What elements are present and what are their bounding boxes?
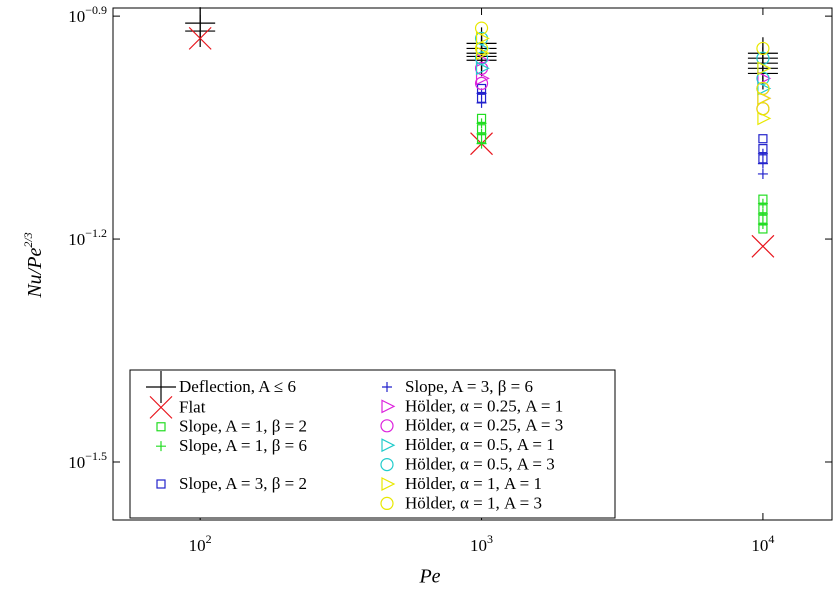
legend-label: Hölder, α = 0.5, A = 1 (405, 435, 555, 454)
y-axis-label: Nu/Pe2/3 (21, 232, 46, 298)
marker (757, 71, 772, 86)
x-tick-label: 104 (751, 532, 774, 555)
marker (476, 118, 487, 129)
y-tick-label: 10−1.5 (68, 449, 107, 472)
legend-label: Flat (179, 397, 206, 416)
legend-label: Slope, A = 3, β = 2 (179, 474, 307, 493)
marker (380, 458, 394, 472)
x-axis-label: Pe (418, 566, 440, 588)
legend-label: Deflection, A ≤ 6 (179, 377, 296, 396)
marker (757, 91, 772, 106)
legend-label: Hölder, α = 0.25, A = 3 (405, 416, 563, 435)
marker (476, 88, 487, 99)
marker (751, 234, 775, 258)
marker (381, 477, 396, 491)
marker (758, 134, 768, 144)
legend-label: Hölder, α = 0.25, A = 1 (405, 396, 563, 415)
marker (475, 31, 490, 46)
legend-box (129, 369, 616, 519)
marker (474, 76, 489, 91)
marker (475, 71, 490, 86)
marker (156, 441, 166, 452)
marker (756, 102, 770, 116)
legend-label: Hölder, α = 1, A = 3 (405, 493, 542, 512)
x-tick-label: 102 (189, 532, 212, 555)
marker (188, 26, 212, 50)
marker (380, 419, 394, 433)
marker (149, 395, 173, 419)
y-tick-label: 10−0.9 (68, 3, 107, 26)
legend-label: Hölder, α = 1, A = 1 (405, 474, 542, 493)
marker (156, 479, 166, 489)
marker (381, 399, 396, 414)
legend-label: Slope, A = 1, β = 2 (179, 417, 307, 436)
marker (757, 198, 768, 209)
marker (756, 41, 770, 56)
marker (757, 208, 768, 219)
marker (476, 97, 487, 108)
marker (474, 41, 489, 56)
marker (757, 168, 768, 179)
marker (757, 111, 772, 126)
marker (474, 51, 489, 65)
plot-frame (112, 7, 833, 521)
marker (474, 21, 489, 35)
marker (475, 46, 490, 61)
marker (756, 81, 770, 96)
marker (475, 61, 490, 76)
marker (382, 382, 392, 392)
marker (757, 61, 772, 76)
x-tick-label: 103 (470, 532, 493, 555)
y-tick-label: 10−1.2 (68, 226, 107, 249)
marker (757, 158, 768, 169)
marker (475, 53, 490, 68)
marker (757, 81, 772, 96)
marker (757, 219, 768, 230)
legend-label: Hölder, α = 0.5, A = 3 (405, 455, 555, 474)
marker (381, 438, 396, 453)
marker (146, 371, 176, 403)
marker (185, 15, 216, 48)
marker (476, 128, 487, 139)
marker (380, 496, 394, 510)
marker (757, 148, 768, 159)
marker (476, 138, 487, 149)
legend-label: Slope, A = 3, β = 6 (405, 377, 533, 396)
marker (156, 422, 166, 432)
legend-label: Slope, A = 1, β = 6 (179, 436, 307, 455)
